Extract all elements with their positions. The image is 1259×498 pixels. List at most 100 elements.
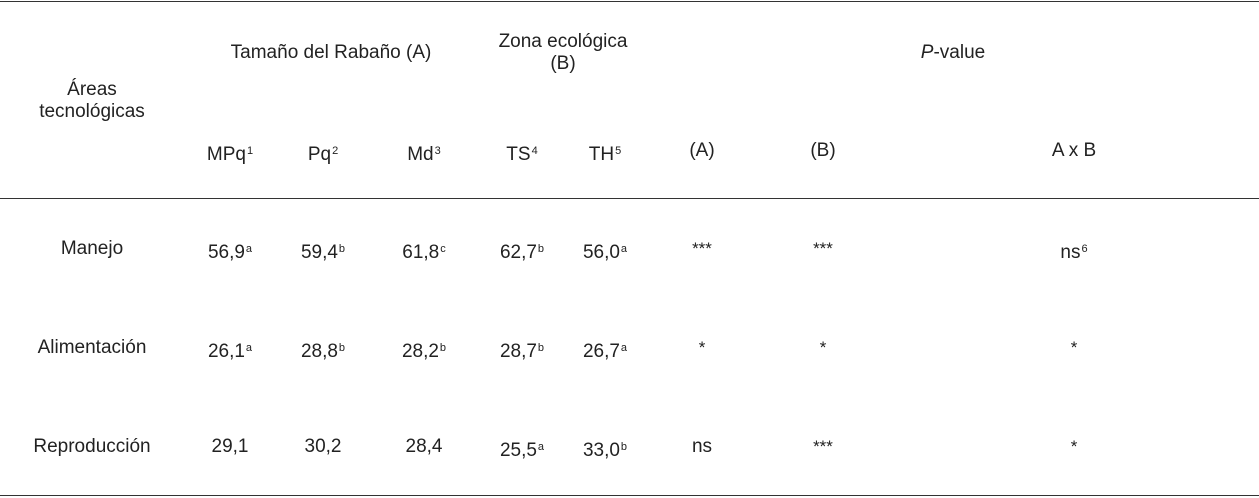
header-areas-label: Áreas tecnológicas <box>39 79 145 123</box>
table-cell-value: 26,7 <box>582 341 620 362</box>
table-cell: 56,9a <box>208 238 252 264</box>
column-header-value: TH <box>588 144 615 165</box>
table-cell-superscript: b <box>537 342 545 354</box>
table-cell-value: * <box>819 338 827 357</box>
table-cell: 59,4b <box>301 238 345 264</box>
bottom-rule <box>0 495 1259 496</box>
table-cell: * <box>820 337 827 359</box>
header-group-herd-size: Tamaño del Rabaño (A) <box>230 42 432 63</box>
header-p-italic: P <box>920 42 934 63</box>
column-header-value: Md <box>407 144 434 165</box>
row-area-label: Reproducción <box>33 436 150 458</box>
table-cell: 29,1 <box>212 436 249 458</box>
row-area-label-value: Alimentación <box>37 337 147 358</box>
table-cell: *** <box>813 436 833 458</box>
table-cell-superscript: a <box>537 441 545 453</box>
column-header: (B) <box>810 140 835 162</box>
table-cell-value: 56,0 <box>582 242 620 263</box>
column-header-superscript: 1 <box>246 145 254 157</box>
table-cell-superscript: 6 <box>1081 243 1088 255</box>
header-zone-line1: Zona ecológica <box>498 31 628 52</box>
table-cell-superscript: b <box>338 342 346 354</box>
column-header: Pq2 <box>308 140 338 166</box>
table-cell-superscript: b <box>537 243 545 255</box>
table-cell: 30,2 <box>305 436 342 458</box>
column-header: Md3 <box>407 140 441 166</box>
table-cell: 28,8b <box>301 337 345 363</box>
column-header-superscript: 4 <box>531 145 538 157</box>
column-header-value: TS <box>506 144 531 165</box>
header-p-rest: -value <box>933 42 986 63</box>
table-cell: * <box>699 337 706 359</box>
table-cell-value: 56,9 <box>207 242 245 263</box>
table-cell-superscript: a <box>245 243 253 255</box>
table-cell-value: *** <box>692 239 712 258</box>
table-cell: * <box>1071 436 1078 458</box>
table-cell-value: 59,4 <box>300 242 338 263</box>
table-cell-value: 61,8 <box>402 242 440 263</box>
table-cell: 26,1a <box>208 337 252 363</box>
table-cell: 28,2b <box>402 337 446 363</box>
table-cell-superscript: a <box>620 243 628 255</box>
table-cell-superscript: a <box>245 342 253 354</box>
header-areas-line2: tecnológicas <box>39 101 145 122</box>
table-cell: 33,0b <box>583 436 627 462</box>
header-group-p-value: P-value <box>921 42 985 64</box>
column-header: (A) <box>689 140 714 162</box>
table-cell-superscript: b <box>620 441 628 453</box>
table-cell-value: ns <box>1060 242 1081 263</box>
table-cell: 62,7b <box>500 238 544 264</box>
top-rule <box>0 1 1259 2</box>
table-cell: 61,8c <box>402 238 445 264</box>
table-cell-superscript: a <box>620 342 628 354</box>
table-cell-value: ns <box>691 436 713 457</box>
column-header: TH5 <box>589 140 621 166</box>
column-header-value: (B) <box>810 140 836 161</box>
table-cell-superscript: c <box>440 243 446 255</box>
table-cell-value: 28,2 <box>401 341 439 362</box>
table-cell: *** <box>813 238 833 260</box>
table-cell-value: * <box>1070 437 1078 456</box>
table-cell-value: 62,7 <box>499 242 537 263</box>
row-area-label: Alimentación <box>38 337 147 359</box>
table-cell-value: 25,5 <box>499 440 537 461</box>
row-area-label: Manejo <box>61 238 123 260</box>
column-header-superscript: 5 <box>615 145 622 157</box>
table-cell-value: 33,0 <box>582 440 620 461</box>
table-cell-value: * <box>698 338 706 357</box>
table-cell-value: 29,1 <box>211 436 249 457</box>
table-cell: ns <box>692 436 712 458</box>
row-area-label-value: Reproducción <box>33 436 151 457</box>
column-header: A x B <box>1052 140 1096 162</box>
column-header-value: A x B <box>1051 140 1097 161</box>
table-cell-value: 26,1 <box>207 341 245 362</box>
table-cell-value: *** <box>813 239 833 258</box>
column-header-value: MPq <box>206 144 246 165</box>
row-area-label-value: Manejo <box>60 238 124 259</box>
table-cell-superscript: b <box>338 243 346 255</box>
table-cell: ns6 <box>1060 238 1087 264</box>
table-cell: 56,0a <box>583 238 627 264</box>
table-cell: 28,4 <box>406 436 443 458</box>
table-cell-value: 28,7 <box>499 341 537 362</box>
table-cell: 25,5a <box>500 436 544 462</box>
header-bottom-rule <box>0 198 1259 199</box>
table-cell: *** <box>692 238 712 260</box>
table-cell-value: *** <box>813 437 833 456</box>
column-header-superscript: 3 <box>434 145 441 157</box>
column-header: TS4 <box>506 140 537 166</box>
table-cell-superscript: b <box>439 342 447 354</box>
column-header: MPq1 <box>207 140 253 166</box>
table-cell: * <box>1071 337 1078 359</box>
table-cell: 28,7b <box>500 337 544 363</box>
column-header-value: Pq <box>307 144 332 165</box>
column-header-value: (A) <box>689 140 715 161</box>
header-areas-line1: Áreas <box>67 79 117 100</box>
table-cell: 26,7a <box>583 337 627 363</box>
table-cell-value: * <box>1070 338 1078 357</box>
header-group-ecological-zone: Zona ecológica (B) <box>499 31 628 75</box>
table-cell-value: 30,2 <box>304 436 342 457</box>
table-cell-value: 28,8 <box>300 341 338 362</box>
column-header-superscript: 2 <box>332 145 339 157</box>
table-cell-value: 28,4 <box>405 436 443 457</box>
